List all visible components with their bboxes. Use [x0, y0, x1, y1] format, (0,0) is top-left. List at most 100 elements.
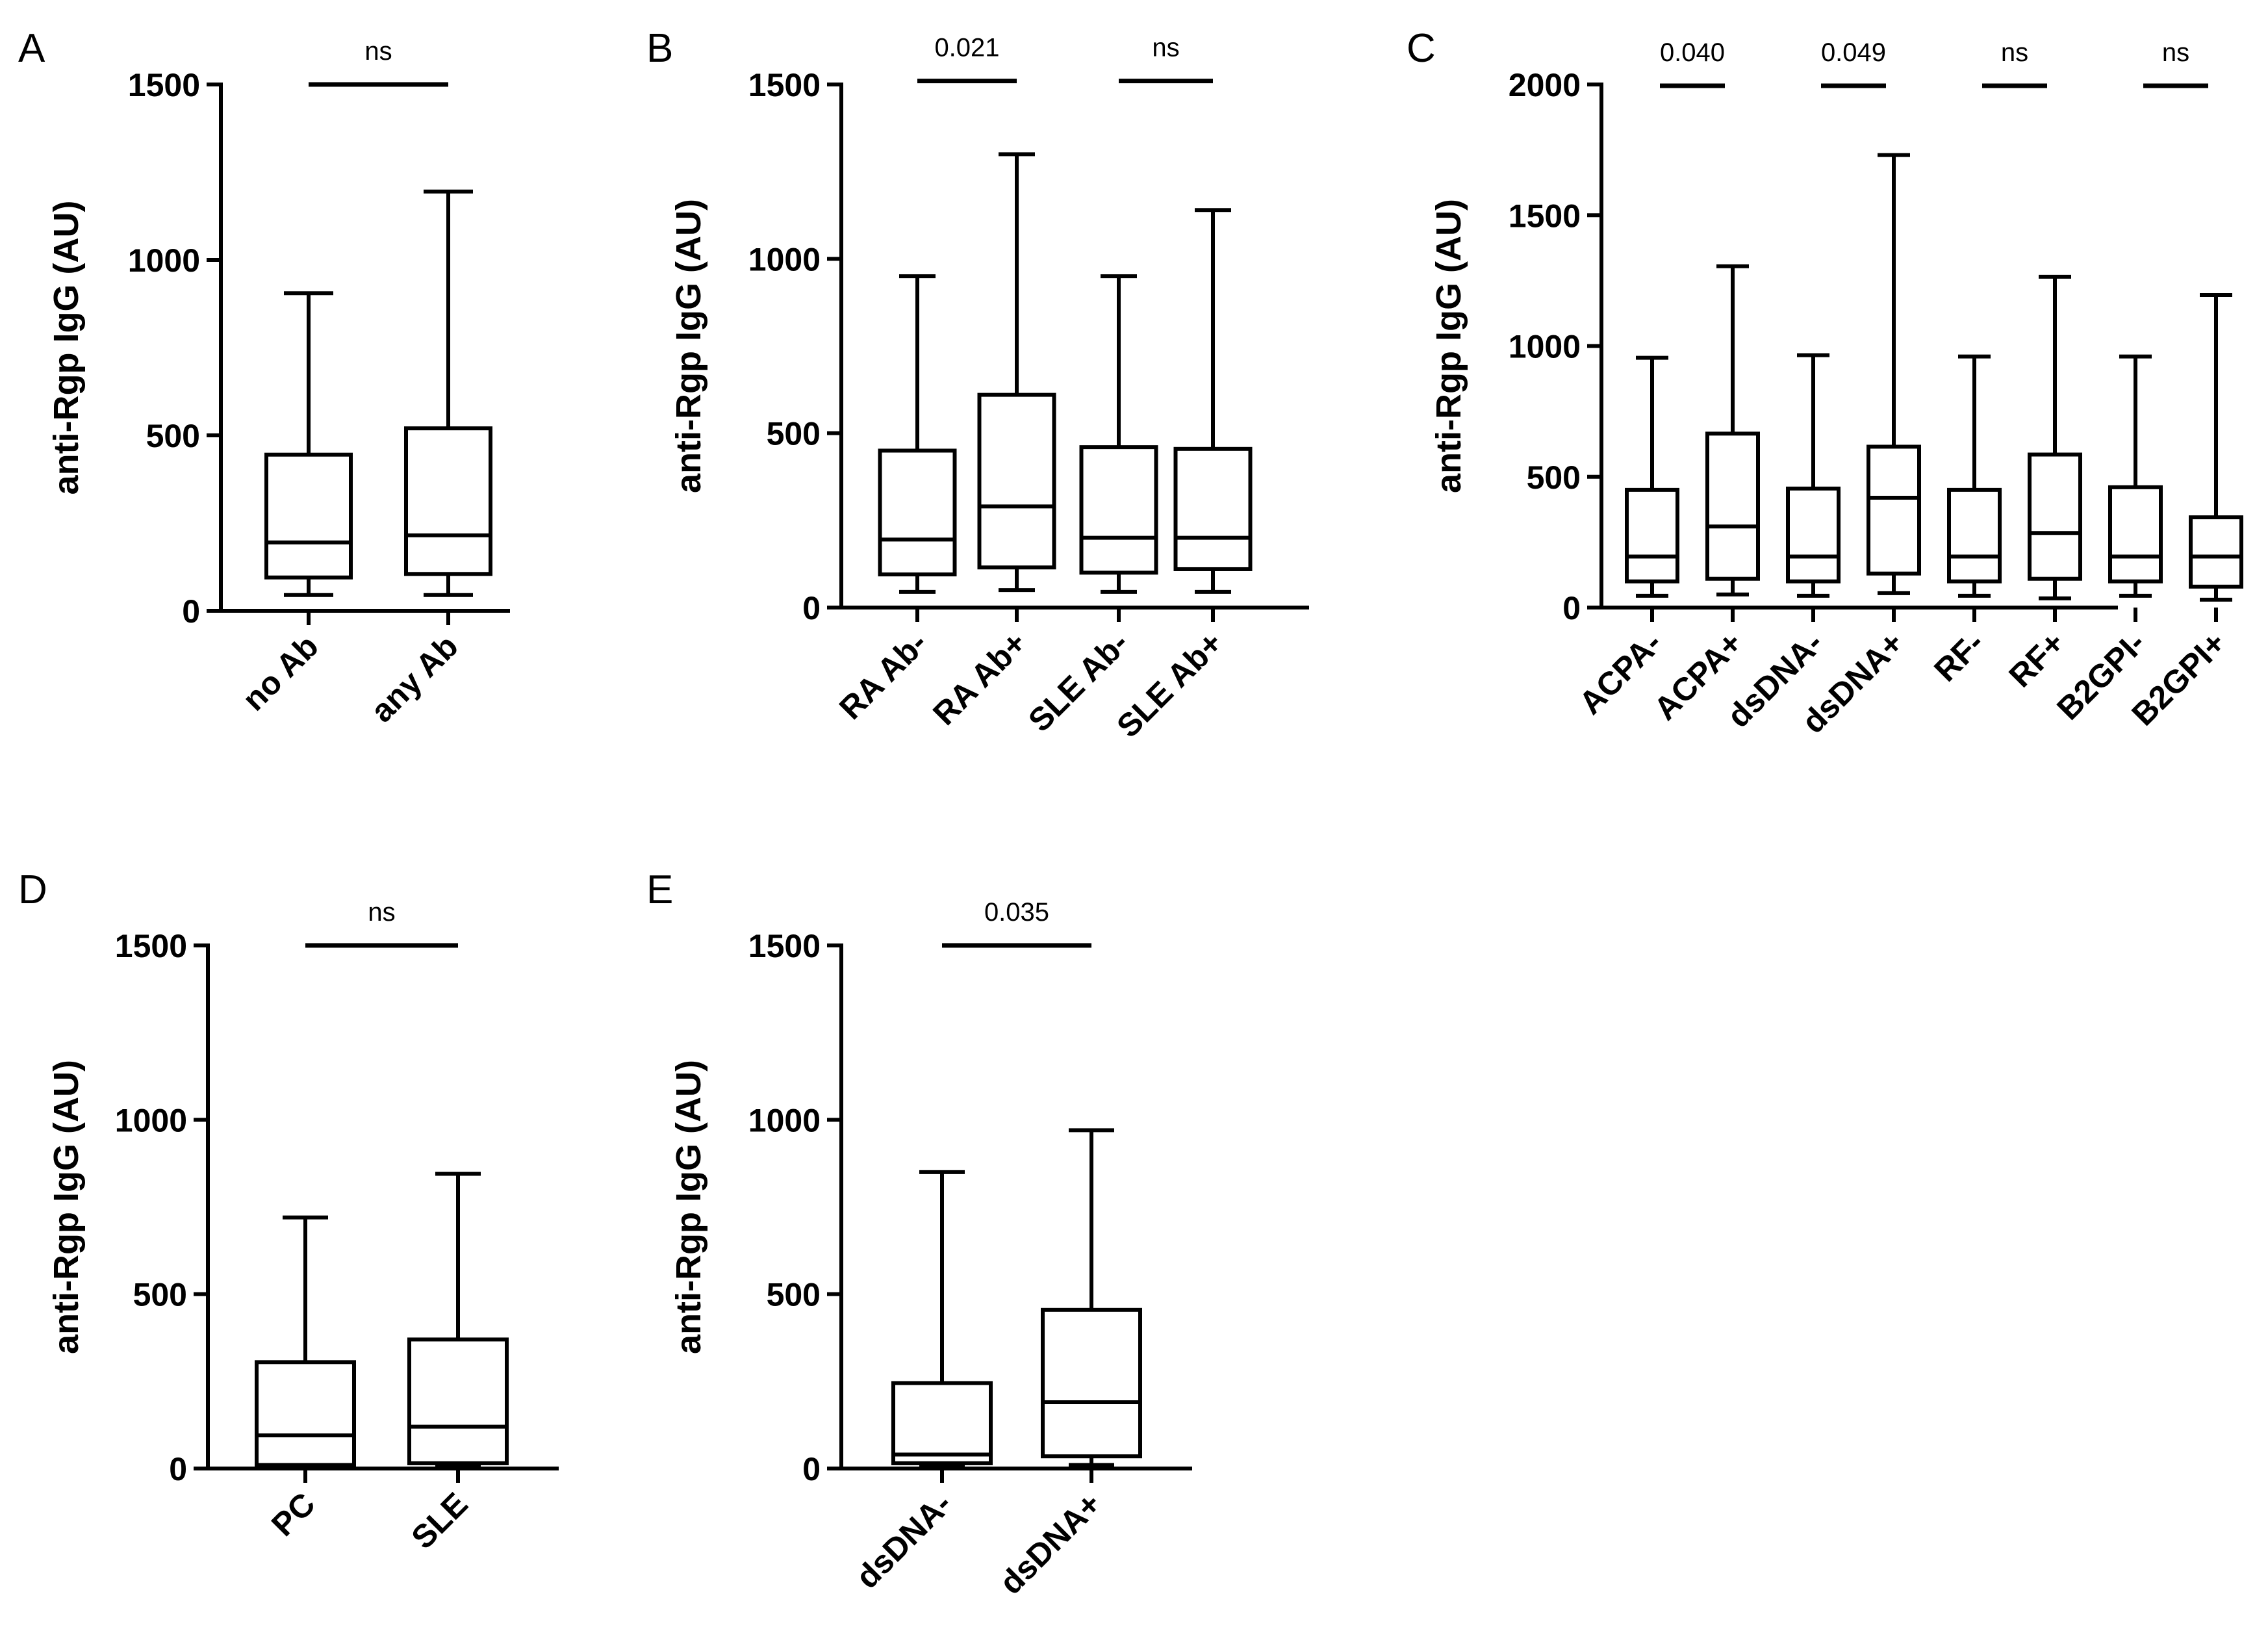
iqr-box — [1625, 487, 1679, 584]
iqr-box — [404, 426, 492, 576]
significance-label: ns — [2001, 38, 2028, 67]
y-axis-label: anti-Rgp IgG (AU) — [47, 1060, 86, 1354]
box-dsDNA+ — [1867, 153, 1921, 595]
box-RA Ab- — [878, 274, 957, 594]
panel-letter: D — [18, 867, 47, 912]
y-tick-label: 500 — [767, 416, 821, 452]
y-tick-label: 500 — [146, 418, 200, 454]
box-dsDNA- — [1786, 353, 1841, 598]
y-tick-label: 0 — [169, 1451, 187, 1487]
comparison: 0.035 — [942, 898, 1091, 948]
significance-label: 0.040 — [1660, 38, 1725, 67]
comparison: ns — [1119, 34, 1213, 84]
box-dsDNA- — [891, 1170, 993, 1469]
significance-label: 0.035 — [984, 898, 1049, 927]
x-tick-label: SLE — [404, 1485, 474, 1556]
iqr-box — [264, 452, 353, 580]
significance-label: ns — [2162, 38, 2189, 67]
y-tick-label: 1000 — [748, 241, 821, 277]
box-any Ab — [404, 189, 492, 597]
y-tick-label: 1500 — [115, 928, 187, 964]
box-ACPA- — [1625, 355, 1679, 598]
iqr-box — [977, 392, 1056, 570]
box-RF+ — [2028, 274, 2082, 600]
y-tick-label: 1000 — [1509, 329, 1581, 365]
y-tick-label: 1000 — [748, 1102, 821, 1138]
box-RF- — [1947, 354, 2002, 598]
significance-label: 0.049 — [1821, 38, 1886, 67]
box-SLE Ab+ — [1173, 208, 1253, 594]
y-axis-label: anti-Rgp IgG (AU) — [47, 201, 86, 495]
y-tick-label: 0 — [802, 590, 821, 626]
y-tick-label: 1000 — [128, 242, 200, 279]
y-tick-label: 1500 — [1509, 198, 1581, 234]
y-tick-label: 1500 — [128, 67, 200, 103]
comparison: ns — [309, 37, 448, 87]
box-SLE — [407, 1172, 509, 1469]
y-axis-label: anti-Rgp IgG (AU) — [669, 1060, 708, 1354]
x-tick-label: PC — [264, 1485, 322, 1543]
y-tick-label: 1500 — [748, 928, 821, 964]
x-tick-label: RA Ab- — [832, 624, 934, 726]
y-tick-label: 0 — [182, 593, 200, 630]
x-tick-label: RA Ab+ — [926, 624, 1034, 732]
y-axis-label: anti-Rgp IgG (AU) — [669, 199, 708, 493]
iqr-box — [255, 1360, 356, 1467]
y-tick-label: 1000 — [115, 1102, 187, 1138]
box-PC — [255, 1215, 356, 1469]
y-tick-label: 1500 — [748, 67, 821, 103]
x-tick-label: RF- — [1927, 624, 1991, 689]
y-axis-label: anti-Rgp IgG (AU) — [1429, 199, 1468, 493]
y-tick-label: 0 — [1562, 590, 1581, 626]
y-tick-label: 0 — [802, 1451, 821, 1487]
panel-letter: B — [646, 26, 673, 71]
x-tick-label: dsDNA+ — [993, 1485, 1108, 1601]
iqr-box — [878, 448, 957, 577]
x-tick-label: RF+ — [2002, 624, 2071, 694]
panel-letter: E — [646, 867, 673, 912]
iqr-box — [1786, 486, 1841, 584]
significance-label: ns — [368, 898, 395, 927]
panel-letter: C — [1407, 26, 1436, 71]
x-tick-label: any Ab — [364, 628, 465, 729]
box-no Ab — [264, 291, 353, 597]
comparison: 0.040 — [1660, 38, 1725, 88]
iqr-box — [1079, 445, 1158, 575]
iqr-box — [1867, 444, 1921, 576]
box-dsDNA+ — [1041, 1128, 1142, 1467]
iqr-box — [407, 1337, 509, 1465]
comparison: 0.021 — [917, 34, 1017, 84]
x-tick-label: no Ab — [235, 628, 325, 717]
iqr-box — [2028, 452, 2082, 581]
iqr-box — [891, 1381, 993, 1465]
iqr-box — [1705, 431, 1760, 581]
y-tick-label: 2000 — [1509, 67, 1581, 103]
panel-letter: A — [18, 26, 45, 71]
comparison: ns — [305, 898, 458, 948]
box-ACPA+ — [1705, 264, 1760, 597]
iqr-box — [1947, 487, 2002, 584]
iqr-box — [1173, 446, 1253, 571]
comparison: ns — [2143, 38, 2208, 88]
significance-label: 0.021 — [934, 34, 999, 62]
x-tick-label: dsDNA- — [849, 1485, 959, 1595]
box-B2GPI- — [2108, 354, 2163, 598]
y-tick-label: 500 — [767, 1277, 821, 1313]
iqr-box — [1041, 1307, 1142, 1459]
y-tick-label: 500 — [1527, 459, 1581, 496]
significance-label: ns — [364, 37, 392, 66]
y-tick-label: 500 — [133, 1277, 187, 1313]
box-RA Ab+ — [977, 152, 1056, 593]
box-SLE Ab- — [1079, 274, 1158, 594]
iqr-box — [2189, 515, 2243, 589]
iqr-box — [2108, 485, 2163, 584]
comparison: 0.049 — [1821, 38, 1886, 88]
box-B2GPI+ — [2189, 293, 2243, 602]
significance-label: ns — [1152, 34, 1179, 62]
